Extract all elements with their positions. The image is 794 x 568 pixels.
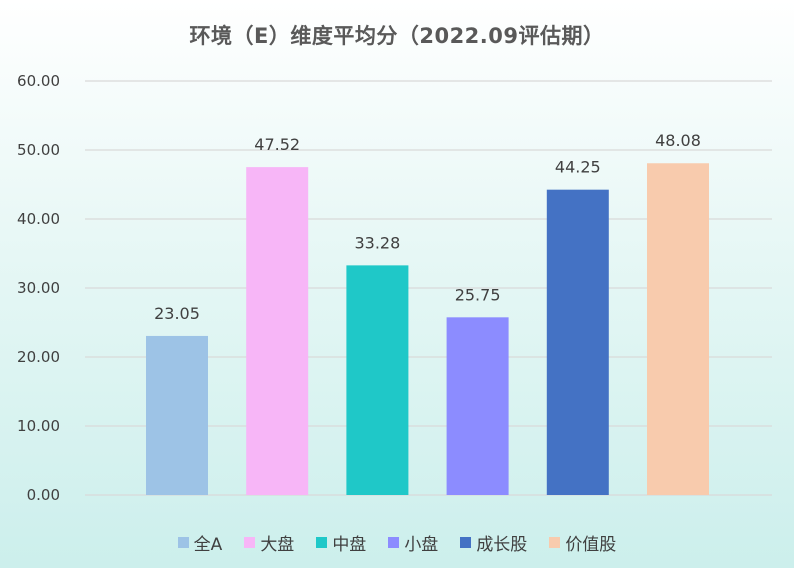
y-tick-label: 0.00: [27, 486, 60, 504]
legend-item: 成长股: [460, 530, 527, 555]
y-tick-label: 30.00: [17, 279, 60, 297]
bar-3: [346, 265, 409, 495]
y-tick-label: 60.00: [17, 72, 60, 90]
bar-1: [146, 335, 208, 495]
chart-legend: 全A 大盘 中盘 小盘 成长股 价值股: [0, 530, 794, 555]
y-tick-label: 10.00: [17, 417, 60, 435]
legend-item: 中盘: [316, 530, 366, 555]
bar-4: [446, 317, 509, 495]
bar-2: [246, 167, 309, 495]
legend-label: 成长股: [476, 535, 528, 555]
legend-item: 大盘: [244, 530, 294, 555]
data-label: 23.05: [154, 304, 200, 323]
legend-swatch: [460, 537, 472, 548]
legend-item: 小盘: [388, 530, 438, 555]
bar-5: [546, 189, 609, 496]
chart-title: 环境（E）维度平均分（2022.09评估期）: [189, 24, 605, 48]
legend-label: 大盘: [260, 535, 295, 555]
data-label: 33.28: [354, 233, 400, 252]
legend-swatch: [549, 537, 561, 548]
legend-label: 中盘: [332, 535, 367, 555]
bar-6: [647, 163, 709, 496]
legend-item: 价值股: [549, 530, 616, 555]
legend-label: 全A: [193, 535, 223, 555]
legend-label: 价值股: [565, 535, 617, 555]
legend-swatch: [244, 537, 256, 548]
legend-swatch: [316, 537, 328, 548]
legend-label: 小盘: [404, 535, 439, 555]
legend-swatch: [388, 537, 400, 548]
data-label: 44.25: [555, 158, 601, 177]
legend-item: 全A: [177, 530, 223, 555]
data-label: 47.52: [254, 135, 300, 154]
data-label: 48.08: [655, 131, 701, 150]
data-label: 25.75: [455, 285, 501, 304]
y-tick-label: 20.00: [17, 348, 60, 366]
y-tick-label: 50.00: [17, 141, 60, 159]
legend-swatch: [177, 537, 189, 548]
y-tick-label: 40.00: [17, 210, 60, 228]
